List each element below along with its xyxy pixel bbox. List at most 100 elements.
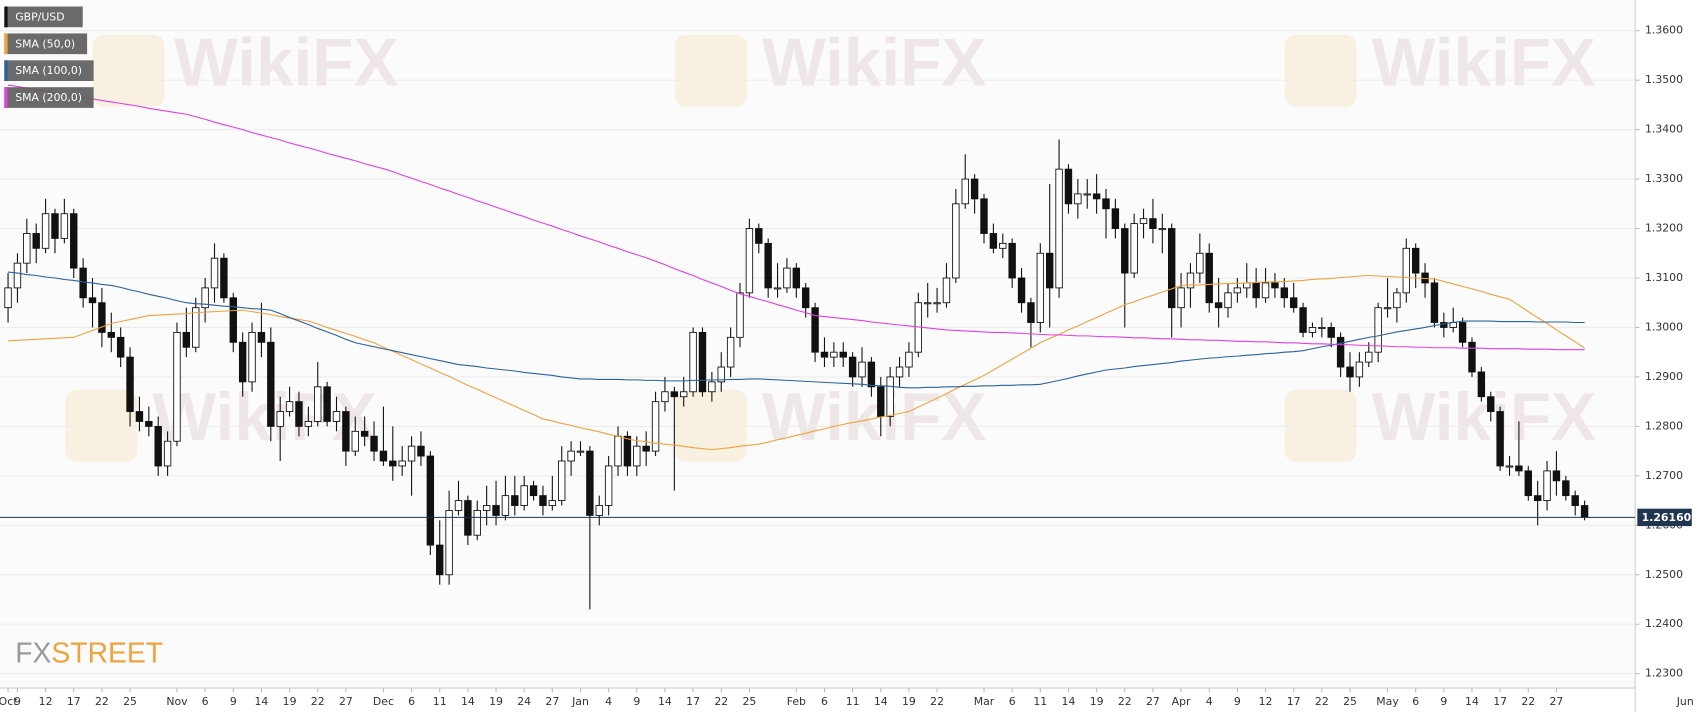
candle-body <box>379 450 388 462</box>
candle-body <box>41 213 50 249</box>
y-tick-label: 1.2300 <box>1645 667 1683 680</box>
x-tick-label: 6 <box>202 695 209 708</box>
candle-body <box>192 307 200 348</box>
legend-box <box>4 60 94 82</box>
x-tick-label: 17 <box>686 695 700 708</box>
x-tick-label: Dec <box>373 695 394 708</box>
candle-body <box>858 361 866 378</box>
candle-body <box>811 307 819 353</box>
x-tick-label: 22 <box>714 695 728 708</box>
candle-body <box>23 233 31 264</box>
candle-body <box>98 302 106 333</box>
candle-body <box>407 445 416 462</box>
candle-body <box>163 440 172 467</box>
candle-body <box>436 544 444 576</box>
candle-body <box>1430 282 1439 323</box>
x-tick-label: 22 <box>1521 695 1535 708</box>
watermarks: WikiFX WikiFX WikiFX WikiFX WikiFX WikiF… <box>65 25 1596 462</box>
candle-body <box>1214 302 1223 309</box>
candle-body <box>623 435 632 467</box>
x-tick-label: 11 <box>846 695 860 708</box>
candle-body <box>1411 247 1420 274</box>
x-tick-label: 9 <box>14 695 21 708</box>
candle-body <box>1515 465 1523 472</box>
candle-body <box>614 435 622 467</box>
candle-body <box>689 331 697 393</box>
watermark: WikiFX <box>762 380 986 455</box>
x-tick-label: 22 <box>1315 695 1329 708</box>
candle-body <box>511 495 519 506</box>
candle-body <box>1505 465 1514 468</box>
candle-body <box>924 302 932 305</box>
candle-body <box>980 198 988 234</box>
candle-body <box>107 331 115 338</box>
candle-body <box>1468 341 1476 373</box>
candle-body <box>492 505 500 516</box>
y-tick-label: 1.2800 <box>1645 419 1683 432</box>
candle-body <box>970 178 979 200</box>
candle-body <box>670 391 679 398</box>
legend-box <box>4 87 94 108</box>
candle-body <box>229 297 237 343</box>
x-tick-label: 11 <box>1033 695 1047 708</box>
sma-line <box>7 84 1585 351</box>
candle-body <box>351 430 359 452</box>
candle-body <box>651 401 660 452</box>
candle-body <box>210 257 219 289</box>
candle-body <box>1186 272 1195 289</box>
candle-body <box>32 233 40 249</box>
sma-line <box>7 271 1585 389</box>
candle-body <box>520 485 528 506</box>
candle-body <box>426 455 435 546</box>
candle-body <box>802 287 810 309</box>
x-tick-label: 12 <box>39 695 53 708</box>
candle-body <box>745 228 754 294</box>
candle-body <box>323 386 331 422</box>
watermark: WikiFX <box>1372 25 1596 100</box>
candle-body <box>454 500 463 511</box>
x-tick-label: 19 <box>1090 695 1104 708</box>
candle-body <box>1205 252 1213 304</box>
candle-body <box>961 178 969 205</box>
candle-body <box>877 386 885 417</box>
logo-prefix: FX <box>15 637 51 669</box>
x-tick-label: 22 <box>1118 695 1132 708</box>
candle-body <box>1271 282 1279 289</box>
candle-body <box>726 336 735 368</box>
candle-body <box>999 242 1007 249</box>
candle-body <box>1524 470 1532 497</box>
candle-body <box>905 351 913 368</box>
candle-body <box>567 450 575 462</box>
candle-body <box>267 341 275 427</box>
candle-body <box>1111 208 1120 229</box>
x-tick-label: 19 <box>489 695 503 708</box>
x-tick-label: Nov <box>166 695 188 708</box>
candle-body <box>1261 282 1270 299</box>
candle-body <box>989 233 998 249</box>
candle-body <box>1036 252 1045 323</box>
legend-swatch <box>4 6 8 28</box>
candle-body <box>867 361 876 388</box>
candle-body <box>473 510 481 536</box>
candle-body <box>1318 327 1326 329</box>
y-tick-label: 1.3400 <box>1645 123 1683 136</box>
candle-body <box>1327 327 1335 338</box>
candle-body <box>792 267 801 289</box>
candle-body <box>482 505 491 511</box>
candle-body <box>389 460 397 467</box>
candle-body <box>1017 277 1026 304</box>
watermark: WikiFX <box>762 25 986 100</box>
x-tick-label: 27 <box>339 695 353 708</box>
y-tick-label: 1.2500 <box>1645 568 1683 581</box>
candle-body <box>1383 307 1392 310</box>
candle-body <box>1139 218 1148 225</box>
candle-body <box>360 430 369 437</box>
x-tick-label: 11 <box>433 695 447 708</box>
candle-body <box>1121 228 1129 274</box>
candle-body <box>1580 505 1589 518</box>
watermark: WikiFX <box>174 25 398 100</box>
y-tick-label: 1.2900 <box>1645 370 1683 383</box>
candles <box>4 139 1589 610</box>
candle-body <box>1083 193 1091 196</box>
last-price-label: 1.26160 <box>1642 511 1692 524</box>
